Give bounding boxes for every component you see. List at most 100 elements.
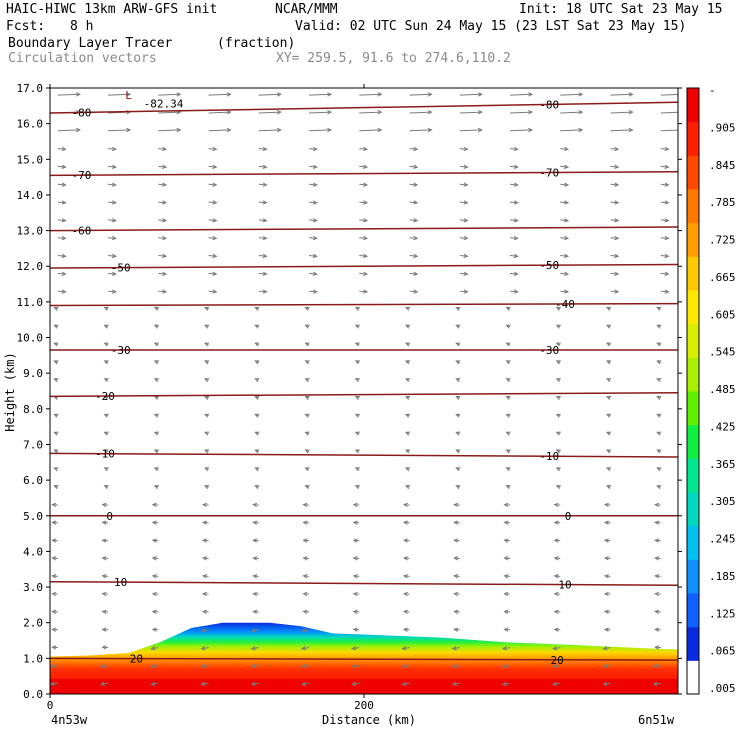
- vector-label: Circulation vectors: [8, 51, 157, 66]
- circulation-vector: [610, 183, 619, 186]
- circulation-vector-head: [413, 182, 419, 187]
- colorbar-swatch: [687, 290, 699, 325]
- circulation-vector: [560, 111, 583, 114]
- circulation-vector-head: [304, 413, 310, 418]
- circulation-vector-head: [204, 342, 210, 347]
- circulation-vector-head: [312, 253, 318, 259]
- circulation-vector-head: [226, 127, 232, 133]
- circulation-vector-head: [75, 92, 81, 97]
- colorbar-label: .905: [709, 121, 736, 134]
- circulation-vector-head: [555, 378, 561, 383]
- circulation-vector-head: [564, 146, 570, 152]
- circulation-vector-head: [101, 538, 107, 543]
- circulation-vector-head: [463, 200, 469, 205]
- circulation-vector: [57, 148, 66, 150]
- circulation-vector: [201, 629, 209, 632]
- circulation-vector: [653, 664, 661, 667]
- circulation-vector: [309, 237, 317, 239]
- circulation-vector-head: [463, 218, 469, 223]
- circulation-vector-head: [505, 324, 511, 329]
- circulation-vector-head: [505, 467, 511, 472]
- circulation-vector-head: [153, 467, 159, 472]
- colorbar-label: .065: [709, 645, 736, 658]
- circulation-vector-head: [401, 681, 407, 686]
- y-tick-label: 15.0: [17, 153, 44, 166]
- circulation-vector-head: [402, 520, 408, 525]
- circulation-vector: [158, 183, 167, 186]
- circulation-vector-head: [51, 556, 57, 561]
- circulation-vector-head: [51, 573, 57, 579]
- circulation-vector: [560, 148, 568, 150]
- circulation-vector: [108, 237, 116, 239]
- circulation-vector-head: [162, 146, 168, 152]
- circulation-vector-head: [614, 235, 620, 241]
- circulation-vector-head: [664, 289, 670, 294]
- circulation-vector: [560, 237, 568, 239]
- circulation-vector-head: [304, 485, 310, 490]
- circulation-vector-head: [654, 538, 660, 543]
- circulation-vector-head: [162, 164, 168, 169]
- circulation-vector: [208, 201, 217, 204]
- circulation-vector-head: [603, 556, 609, 561]
- circulation-vector: [309, 201, 317, 204]
- circulation-vector-head: [204, 485, 210, 490]
- circulation-vector-head: [656, 395, 662, 400]
- circulation-vector-head: [413, 218, 419, 223]
- circulation-vector-head: [552, 663, 558, 669]
- circulation-vector: [509, 129, 533, 132]
- circulation-vector-head: [578, 92, 584, 97]
- circulation-vector-head: [103, 306, 109, 311]
- circulation-vector-head: [401, 646, 407, 651]
- circulation-vector-head: [101, 609, 107, 614]
- circulation-vector-head: [254, 360, 260, 365]
- circulation-vector-head: [455, 324, 461, 329]
- circulation-vector-head: [304, 324, 310, 329]
- circulation-vector-head: [254, 431, 260, 436]
- y-tick-label: 17.0: [17, 82, 44, 95]
- circulation-vector: [509, 255, 518, 257]
- circulation-vector-head: [204, 360, 210, 365]
- circulation-vector: [452, 664, 460, 667]
- circulation-vector-head: [664, 200, 670, 205]
- circulation-vector: [402, 682, 410, 685]
- circulation-vector: [158, 165, 167, 168]
- circulation-vector: [553, 682, 561, 685]
- circulation-vector-head: [363, 182, 369, 187]
- circulation-vector: [258, 219, 267, 222]
- colorbar: - .905 .845 .785 .725 .665 .605 .545 .485 .425 .36…: [686, 84, 736, 695]
- circulation-vector-head: [455, 485, 461, 490]
- circulation-vector-head: [103, 324, 109, 329]
- circulation-vector: [57, 255, 66, 257]
- colorbar-swatch: [687, 391, 699, 426]
- circulation-vector-head: [501, 681, 507, 686]
- circulation-vector: [459, 219, 468, 222]
- circulation-vector-head: [503, 609, 509, 614]
- x-tick-label: 200: [354, 699, 374, 712]
- circulation-vector: [610, 148, 619, 150]
- circulation-vector: [108, 272, 116, 275]
- circulation-vector-head: [212, 271, 218, 276]
- circulation-vector: [509, 111, 533, 114]
- circulation-vector-head: [453, 538, 459, 543]
- circulation-vector: [509, 290, 518, 293]
- contour-label: -80: [71, 106, 91, 119]
- circulation-vector-head: [564, 253, 570, 259]
- circulation-vector: [610, 129, 633, 132]
- circulation-vector-head: [200, 628, 206, 633]
- circulation-vector-head: [111, 146, 117, 152]
- circulation-vector-head: [201, 573, 207, 579]
- circulation-vector-head: [312, 200, 318, 205]
- circulation-vector-head: [455, 342, 461, 347]
- circulation-vector-head: [354, 306, 360, 311]
- circulation-vector: [359, 111, 382, 114]
- temperature-contour: [50, 226, 678, 232]
- circulation-vector: [459, 111, 482, 114]
- y-tick-label: 3.0: [23, 581, 43, 594]
- circulation-vector-head: [153, 395, 159, 400]
- circulation-vector: [560, 183, 568, 186]
- circulation-vector: [258, 201, 267, 204]
- circulation-vector-head: [477, 110, 483, 115]
- circulation-vector-head: [327, 92, 333, 97]
- circulation-vector: [301, 629, 310, 632]
- circulation-vector: [610, 111, 633, 114]
